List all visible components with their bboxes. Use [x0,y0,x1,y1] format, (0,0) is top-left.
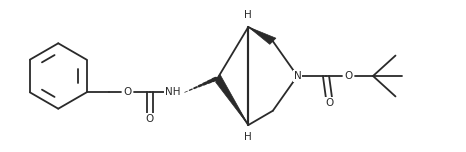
Text: O: O [344,71,353,81]
Text: N: N [294,71,301,81]
Text: O: O [123,87,131,97]
Polygon shape [248,27,276,44]
Text: H: H [245,132,252,142]
Text: H: H [245,10,252,20]
Polygon shape [216,74,248,125]
Text: O: O [325,98,333,108]
Text: NH: NH [164,87,180,97]
Text: O: O [146,114,154,124]
